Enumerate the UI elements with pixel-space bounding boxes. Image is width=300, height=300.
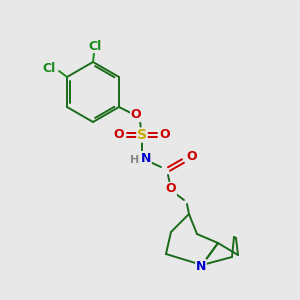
Text: N: N	[141, 152, 151, 164]
Text: S: S	[137, 128, 147, 142]
Text: O: O	[187, 149, 197, 163]
Text: H: H	[130, 155, 140, 165]
Text: Cl: Cl	[88, 40, 102, 52]
Text: N: N	[196, 260, 206, 272]
Text: Cl: Cl	[42, 62, 56, 76]
Text: O: O	[160, 128, 170, 142]
Text: O: O	[166, 182, 176, 196]
Text: O: O	[131, 109, 141, 122]
Text: O: O	[114, 128, 124, 142]
